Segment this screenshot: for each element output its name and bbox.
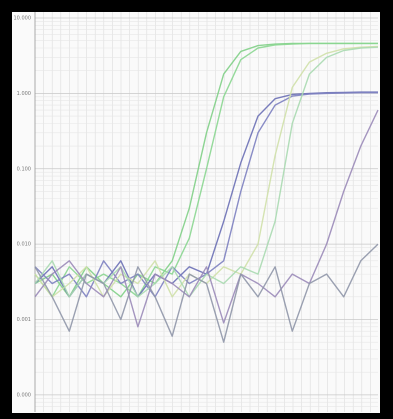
y-tick-label: 10.000 <box>14 16 32 22</box>
y-tick-label: 0.100 <box>17 166 31 172</box>
y-tick-label: 0.001 <box>17 317 31 323</box>
series-line <box>34 243 379 343</box>
y-tick-label: 0.000 <box>17 392 31 398</box>
series-line <box>34 42 378 298</box>
series-line <box>34 109 379 328</box>
vertical-grid <box>34 12 371 412</box>
y-tick-label: 0.010 <box>17 242 31 248</box>
y-tick-label: 1.000 <box>17 91 31 97</box>
